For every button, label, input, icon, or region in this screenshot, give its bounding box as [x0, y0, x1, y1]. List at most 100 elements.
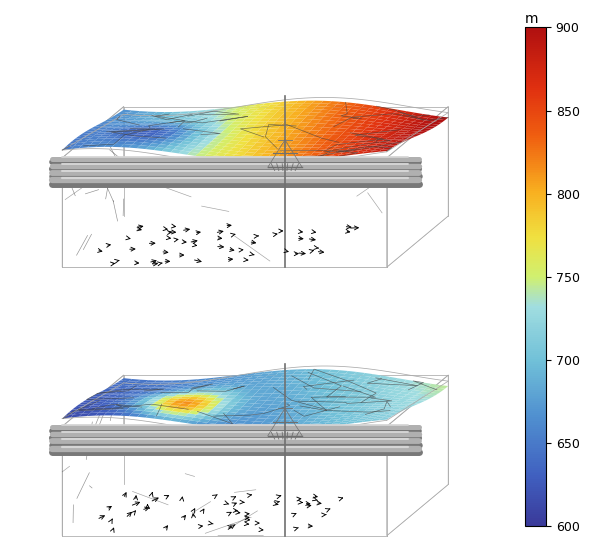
Polygon shape	[321, 403, 332, 407]
Polygon shape	[62, 375, 124, 536]
Polygon shape	[88, 405, 100, 408]
Polygon shape	[337, 153, 348, 157]
Polygon shape	[368, 147, 380, 150]
Polygon shape	[353, 142, 365, 145]
Polygon shape	[159, 383, 170, 384]
Polygon shape	[125, 403, 137, 405]
Polygon shape	[95, 125, 106, 127]
Polygon shape	[75, 404, 87, 407]
Polygon shape	[234, 118, 246, 122]
Polygon shape	[179, 388, 191, 390]
Polygon shape	[185, 413, 197, 418]
Polygon shape	[165, 145, 177, 149]
Polygon shape	[138, 137, 150, 140]
Polygon shape	[307, 112, 319, 116]
Polygon shape	[314, 106, 325, 110]
Polygon shape	[314, 392, 326, 396]
Polygon shape	[368, 407, 379, 409]
Polygon shape	[193, 131, 204, 134]
Polygon shape	[129, 111, 140, 113]
Polygon shape	[382, 415, 393, 418]
Polygon shape	[160, 141, 172, 145]
Polygon shape	[323, 153, 335, 157]
Polygon shape	[340, 151, 351, 155]
Polygon shape	[260, 404, 271, 408]
Polygon shape	[189, 391, 201, 393]
Polygon shape	[161, 124, 173, 126]
Polygon shape	[428, 115, 440, 119]
Polygon shape	[320, 101, 332, 104]
Polygon shape	[147, 138, 159, 141]
Polygon shape	[251, 403, 263, 408]
Polygon shape	[141, 387, 152, 389]
Polygon shape	[351, 123, 362, 127]
Polygon shape	[149, 387, 160, 389]
Polygon shape	[120, 124, 131, 126]
Polygon shape	[261, 393, 273, 397]
Polygon shape	[115, 409, 127, 413]
Polygon shape	[100, 403, 112, 405]
Polygon shape	[337, 370, 348, 374]
Polygon shape	[197, 412, 208, 416]
Polygon shape	[90, 141, 102, 145]
Polygon shape	[195, 136, 206, 140]
Polygon shape	[231, 378, 242, 381]
Polygon shape	[88, 136, 100, 140]
Polygon shape	[193, 146, 205, 150]
Polygon shape	[170, 403, 182, 406]
Polygon shape	[378, 399, 389, 402]
Polygon shape	[168, 390, 179, 391]
Polygon shape	[99, 126, 111, 128]
Polygon shape	[271, 384, 282, 387]
Polygon shape	[437, 117, 448, 120]
Polygon shape	[257, 112, 269, 116]
Polygon shape	[133, 395, 145, 396]
Polygon shape	[251, 387, 262, 390]
Polygon shape	[420, 114, 432, 118]
Polygon shape	[262, 371, 273, 374]
Polygon shape	[379, 404, 391, 407]
Polygon shape	[217, 109, 229, 112]
Polygon shape	[212, 424, 223, 428]
Polygon shape	[115, 141, 127, 144]
Polygon shape	[331, 376, 342, 379]
Polygon shape	[317, 415, 328, 419]
Polygon shape	[395, 393, 407, 397]
Polygon shape	[345, 102, 357, 106]
Polygon shape	[251, 135, 263, 139]
Polygon shape	[359, 392, 370, 396]
Polygon shape	[345, 152, 357, 156]
Polygon shape	[101, 121, 113, 123]
Polygon shape	[123, 130, 135, 132]
Polygon shape	[178, 124, 189, 126]
Polygon shape	[393, 387, 405, 391]
Polygon shape	[398, 139, 409, 141]
Polygon shape	[121, 396, 133, 397]
Polygon shape	[329, 101, 340, 104]
Polygon shape	[339, 376, 350, 380]
Polygon shape	[229, 399, 241, 402]
Polygon shape	[184, 407, 195, 410]
Polygon shape	[290, 141, 301, 144]
Polygon shape	[310, 421, 321, 424]
Polygon shape	[146, 389, 157, 391]
Polygon shape	[148, 131, 160, 133]
Polygon shape	[302, 378, 314, 381]
Polygon shape	[202, 147, 213, 151]
Polygon shape	[309, 388, 321, 392]
Polygon shape	[382, 134, 394, 136]
Polygon shape	[235, 151, 246, 155]
Polygon shape	[218, 119, 229, 122]
Polygon shape	[345, 421, 357, 424]
Polygon shape	[346, 147, 358, 150]
Polygon shape	[123, 115, 134, 117]
Polygon shape	[90, 399, 101, 402]
Polygon shape	[135, 139, 147, 142]
Polygon shape	[254, 103, 265, 106]
Polygon shape	[145, 112, 157, 114]
Polygon shape	[145, 415, 157, 419]
Polygon shape	[147, 384, 159, 386]
Polygon shape	[62, 414, 74, 419]
Polygon shape	[85, 398, 96, 401]
Polygon shape	[129, 121, 141, 122]
